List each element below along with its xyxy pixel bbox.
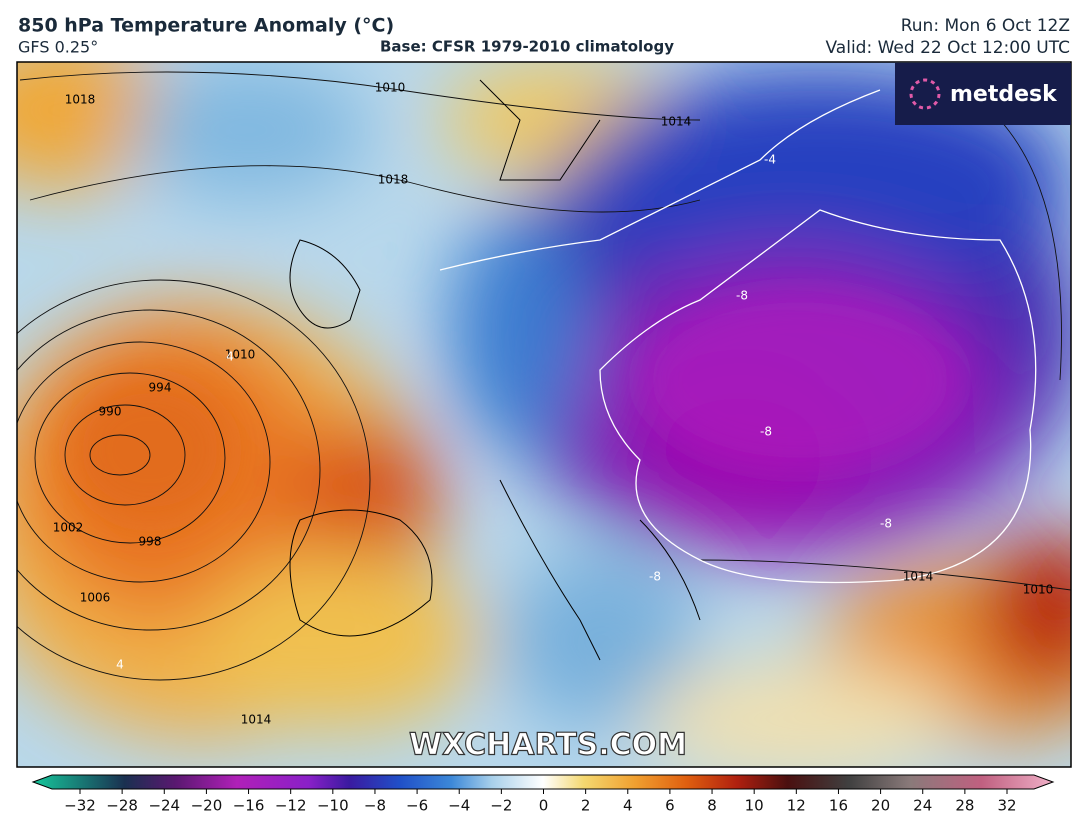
colorbar-tick-label: −4 [448, 797, 470, 815]
model-name: GFS 0.25° [18, 38, 98, 57]
colorbar-tick-label: −32 [64, 797, 96, 815]
colorbar-tick-label: 32 [997, 797, 1016, 815]
colorbar-tick-label: 6 [665, 797, 675, 815]
colorbar-tick-label: 12 [787, 797, 806, 815]
watermark: WXCHARTS.COM [409, 728, 687, 763]
colorbar [31, 774, 1055, 790]
isobar-label: 1010 [375, 81, 406, 95]
isobar-label: 1014 [241, 713, 272, 727]
colorbar-tick-label: −2 [490, 797, 512, 815]
isobar-label: 990 [99, 405, 122, 419]
isobar-label: 1006 [80, 591, 111, 605]
colorbar-tick-label: 8 [707, 797, 717, 815]
anomaly-label: -8 [760, 425, 772, 439]
colorbar-tick-label: 16 [829, 797, 848, 815]
colorbar-tick-label: 10 [745, 797, 764, 815]
isobars [17, 71, 1071, 681]
colorbar-tick-label: 0 [539, 797, 549, 815]
colorbar-tick-label: 4 [623, 797, 633, 815]
colorbar-tick-label: 24 [913, 797, 932, 815]
colorbar-tick-label: −20 [191, 797, 223, 815]
colorbar-tick-label: −10 [317, 797, 349, 815]
anomaly-label: -8 [649, 570, 661, 584]
climatology-base: Base: CFSR 1979-2010 climatology [380, 38, 674, 56]
valid-time: Valid: Wed 22 Oct 12:00 UTC [826, 38, 1071, 58]
map-field [17, 62, 1071, 767]
colorbar-tick-label: 20 [871, 797, 890, 815]
colorbar-tick-label: −6 [406, 797, 428, 815]
isobar-label: 994 [149, 381, 172, 395]
logo-text: metdesk [950, 82, 1058, 107]
anomaly-contours [439, 89, 1037, 584]
run-time: Run: Mon 6 Oct 12Z [901, 16, 1070, 36]
isobar-label: 1014 [903, 570, 934, 584]
coastlines [289, 79, 701, 661]
isobar-label: 1010 [225, 348, 256, 362]
colorbar-tick-label: −12 [275, 797, 307, 815]
anomaly-label: 4 [226, 350, 234, 364]
isobar-label: 1018 [378, 173, 409, 187]
colorbar-tick-label: −8 [364, 797, 386, 815]
isobar-label: 998 [139, 535, 162, 549]
colorbar-tick-label: −28 [106, 797, 138, 815]
colorbar-tick-label: 28 [955, 797, 974, 815]
title: 850 hPa Temperature Anomaly (°C) [18, 15, 394, 37]
anomaly-label: -8 [880, 517, 892, 531]
isobar-label: 1010 [1023, 583, 1054, 597]
map-frame [16, 61, 1072, 768]
logo-icon [909, 78, 941, 110]
logo-box [895, 63, 1071, 125]
isobar-label: 1018 [65, 93, 96, 107]
isobar-label: 1014 [661, 115, 692, 129]
colorbar-tick-label: −16 [233, 797, 265, 815]
anomaly-label: -8 [736, 289, 748, 303]
anomaly-label: -4 [764, 153, 776, 167]
colorbar-tick-label: −24 [148, 797, 180, 815]
anomaly-label: 4 [116, 658, 124, 672]
isobar-label: 1002 [53, 521, 84, 535]
colorbar-tick-label: 2 [581, 797, 591, 815]
